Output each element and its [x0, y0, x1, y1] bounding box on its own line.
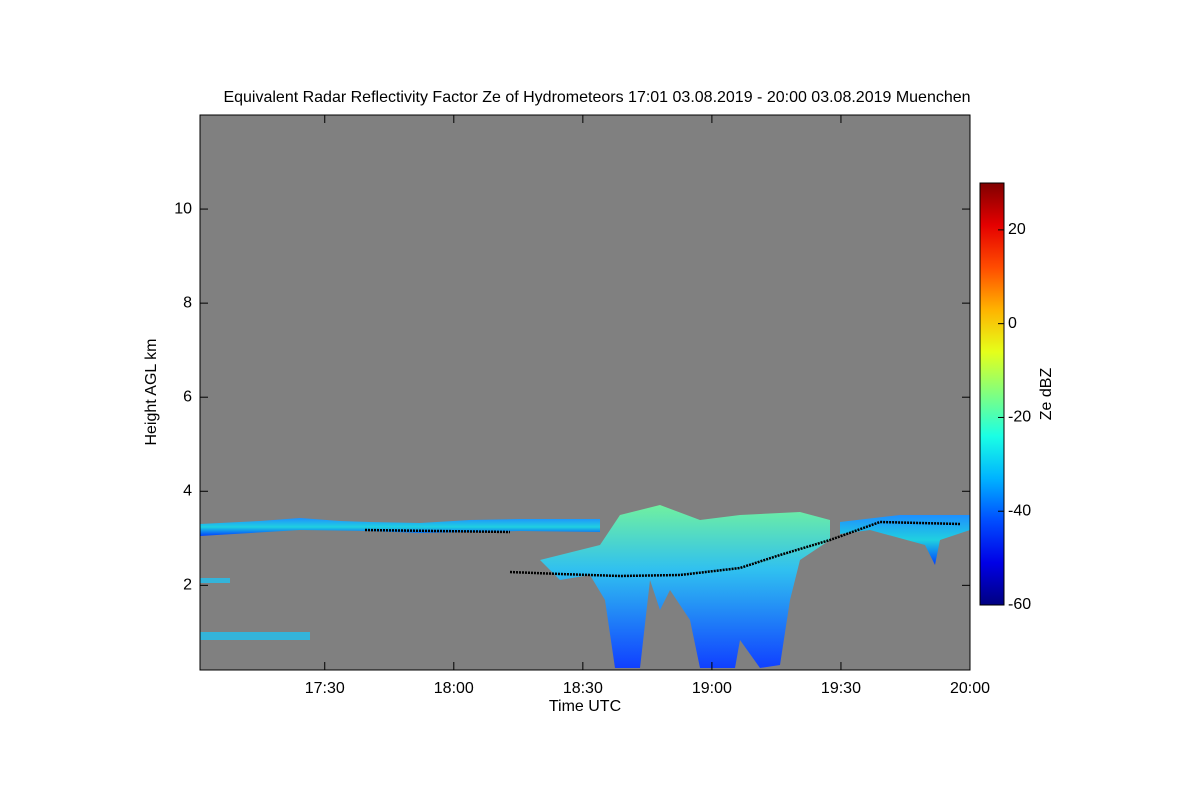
colorbar-label: Ze dBZ	[1038, 368, 1055, 421]
cloud-base	[364, 520, 961, 578]
y-tick-label: 2	[183, 577, 192, 594]
colorbar-tick-label: -60	[1008, 596, 1031, 613]
y-tick-label: 8	[183, 294, 192, 311]
colorbar	[979, 182, 1005, 606]
colorbar-tick-label: 20	[1008, 221, 1026, 238]
echo-cell	[540, 505, 830, 668]
y-tick-label: 4	[183, 482, 192, 499]
x-tick-label: 18:30	[563, 680, 603, 697]
axes: 17:30 18:00 18:30 19:00 19:30 20:00 2 4 6 8 10 -60 -…	[174, 115, 1031, 697]
x-tick-label: 19:30	[821, 680, 861, 697]
echo-layer	[200, 518, 600, 536]
radar-echoes	[200, 505, 970, 668]
y-axis-label: Height AGL km	[143, 338, 160, 445]
echo-speckle	[200, 578, 310, 640]
x-axis-label: Time UTC	[549, 698, 621, 715]
plot-area	[200, 115, 970, 670]
echo-layer	[840, 515, 970, 565]
x-tick-label: 19:00	[692, 680, 732, 697]
y-tick-label: 10	[174, 200, 192, 217]
colorbar-tick-label: -40	[1008, 502, 1031, 519]
colorbar-tick-label: -20	[1008, 409, 1031, 426]
y-tick-label: 6	[183, 388, 192, 405]
chart-title: Equivalent Radar Reflectivity Factor Ze …	[223, 89, 970, 106]
x-tick-label: 18:00	[434, 680, 474, 697]
colorbar-tick-label: 0	[1008, 315, 1017, 332]
x-tick-label: 17:30	[305, 680, 345, 697]
x-tick-label: 20:00	[950, 680, 990, 697]
plot-frame	[199, 114, 971, 671]
